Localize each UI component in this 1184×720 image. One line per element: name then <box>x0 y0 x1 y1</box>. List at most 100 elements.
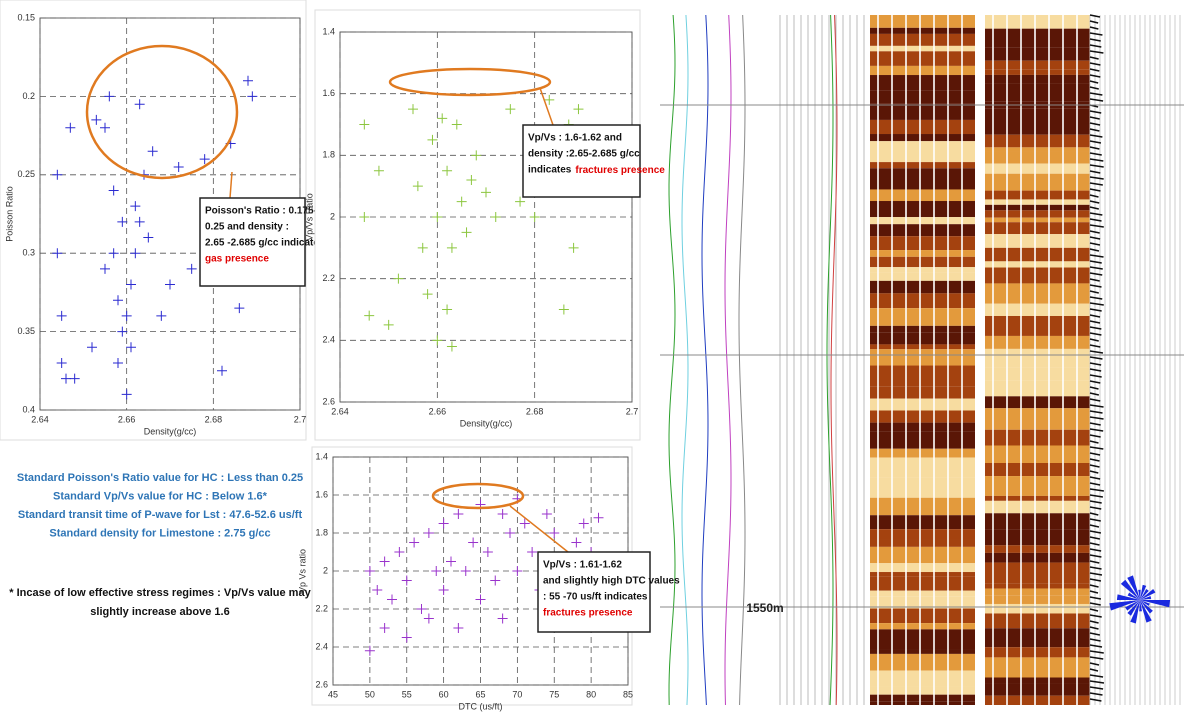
y-tick-label: 0.2 <box>22 91 35 101</box>
annotation-line: and slightly high DTC values <box>543 576 680 587</box>
x-tick-label: 85 <box>623 689 633 699</box>
y-tick-label: 1.6 <box>322 88 335 98</box>
log-band <box>870 120 975 134</box>
y-tick-label: 1.8 <box>315 527 328 537</box>
depth-label: 1550m <box>746 601 783 615</box>
annotation-line: Vp/Vs : 1.61-1.62 <box>543 560 622 571</box>
log-band <box>870 189 975 201</box>
log-band <box>870 609 975 624</box>
log-band <box>870 349 975 365</box>
log-band <box>870 411 975 423</box>
y-tick-label: 2 <box>323 565 328 575</box>
log-band <box>870 702 975 705</box>
log-band <box>870 344 975 349</box>
x-tick-label: 2.68 <box>526 406 544 416</box>
log-band <box>870 281 975 293</box>
log-band <box>985 191 1090 200</box>
log-band <box>985 152 1090 164</box>
annotation-line: density :2.65-2.685 g/cc <box>528 149 640 160</box>
log-band <box>985 657 1090 677</box>
x-tick-label: 75 <box>549 689 559 699</box>
log-band <box>985 513 1090 529</box>
log-band <box>985 164 1090 174</box>
y-tick-label: 2.2 <box>322 273 335 283</box>
log-band <box>870 236 975 250</box>
log-band <box>870 515 975 529</box>
log-band <box>985 48 1090 61</box>
figure: 1550m 2.642.662.682.70.150.20.250.30.350… <box>0 0 1184 720</box>
y-tick-label: 0.3 <box>22 248 35 258</box>
log-band <box>985 563 1090 584</box>
annotation-line: indicatesfractures presence <box>528 165 665 176</box>
y-tick-label: 2.4 <box>322 335 335 345</box>
log-band <box>870 257 975 267</box>
x-tick-label: 60 <box>439 689 449 699</box>
annotation-line: 0.25 and density : <box>205 222 289 233</box>
log-band <box>870 224 975 236</box>
x-tick-label: 55 <box>402 689 412 699</box>
log-band <box>870 572 975 576</box>
x-tick-label: 2.64 <box>31 414 49 424</box>
log-band <box>985 205 1090 210</box>
log-band <box>870 168 975 189</box>
log-band <box>985 234 1090 248</box>
log-band <box>985 147 1090 151</box>
log-band <box>870 423 975 432</box>
log-band <box>985 396 1090 408</box>
log-band <box>985 283 1090 303</box>
log-band <box>985 222 1090 234</box>
log-band <box>985 268 1090 284</box>
log-band <box>985 647 1090 657</box>
log-band <box>870 267 975 272</box>
log-band <box>870 366 975 387</box>
log-band <box>985 445 1090 463</box>
log-band <box>985 588 1090 595</box>
y-tick-label: 2 <box>330 211 335 221</box>
x-tick-label: 2.66 <box>429 406 447 416</box>
y-axis-label: Poisson Ratio <box>4 186 14 242</box>
log-band <box>870 623 975 629</box>
log-band <box>985 683 1090 696</box>
y-tick-label: 2.6 <box>315 679 328 689</box>
x-tick-label: 45 <box>328 689 338 699</box>
log-band <box>870 539 975 547</box>
x-axis-label: Density(g/cc) <box>144 426 197 436</box>
log-band <box>985 584 1090 589</box>
log-band <box>985 304 1090 316</box>
log-band <box>870 649 975 653</box>
log-band <box>985 381 1090 396</box>
y-tick-label: 1.4 <box>322 26 335 36</box>
log-band <box>870 162 975 168</box>
log-band <box>870 591 975 597</box>
note-line: Standard Poisson's Ratio value for HC : … <box>17 472 303 484</box>
log-band <box>985 501 1090 513</box>
log-band <box>870 217 975 224</box>
log-band <box>870 695 975 702</box>
y-tick-label: 1.4 <box>315 451 328 461</box>
log-band <box>985 261 1090 267</box>
log-band <box>985 336 1090 349</box>
log-band <box>985 199 1090 204</box>
log-band <box>870 15 975 28</box>
y-tick-label: 0.15 <box>17 12 35 22</box>
log-band <box>985 135 1090 148</box>
annotation-line: Vp/Vs : 1.6-1.62 and <box>528 133 622 144</box>
log-band <box>985 430 1090 446</box>
log-band <box>985 367 1090 381</box>
x-tick-label: 2.64 <box>331 406 349 416</box>
log-band <box>985 349 1090 367</box>
log-band <box>985 613 1090 628</box>
x-tick-label: 80 <box>586 689 596 699</box>
log-band <box>985 75 1090 83</box>
log-band <box>870 431 975 448</box>
log-band <box>870 687 975 695</box>
x-tick-label: 2.7 <box>626 406 639 416</box>
log-band <box>870 273 975 281</box>
footnote-line: * Incase of low effective stress regimes… <box>9 587 311 599</box>
log-band <box>985 496 1090 501</box>
log-band <box>985 108 1090 123</box>
log-band <box>985 628 1090 647</box>
log-band <box>985 70 1090 75</box>
log-band <box>870 629 975 649</box>
log-band <box>870 34 975 46</box>
